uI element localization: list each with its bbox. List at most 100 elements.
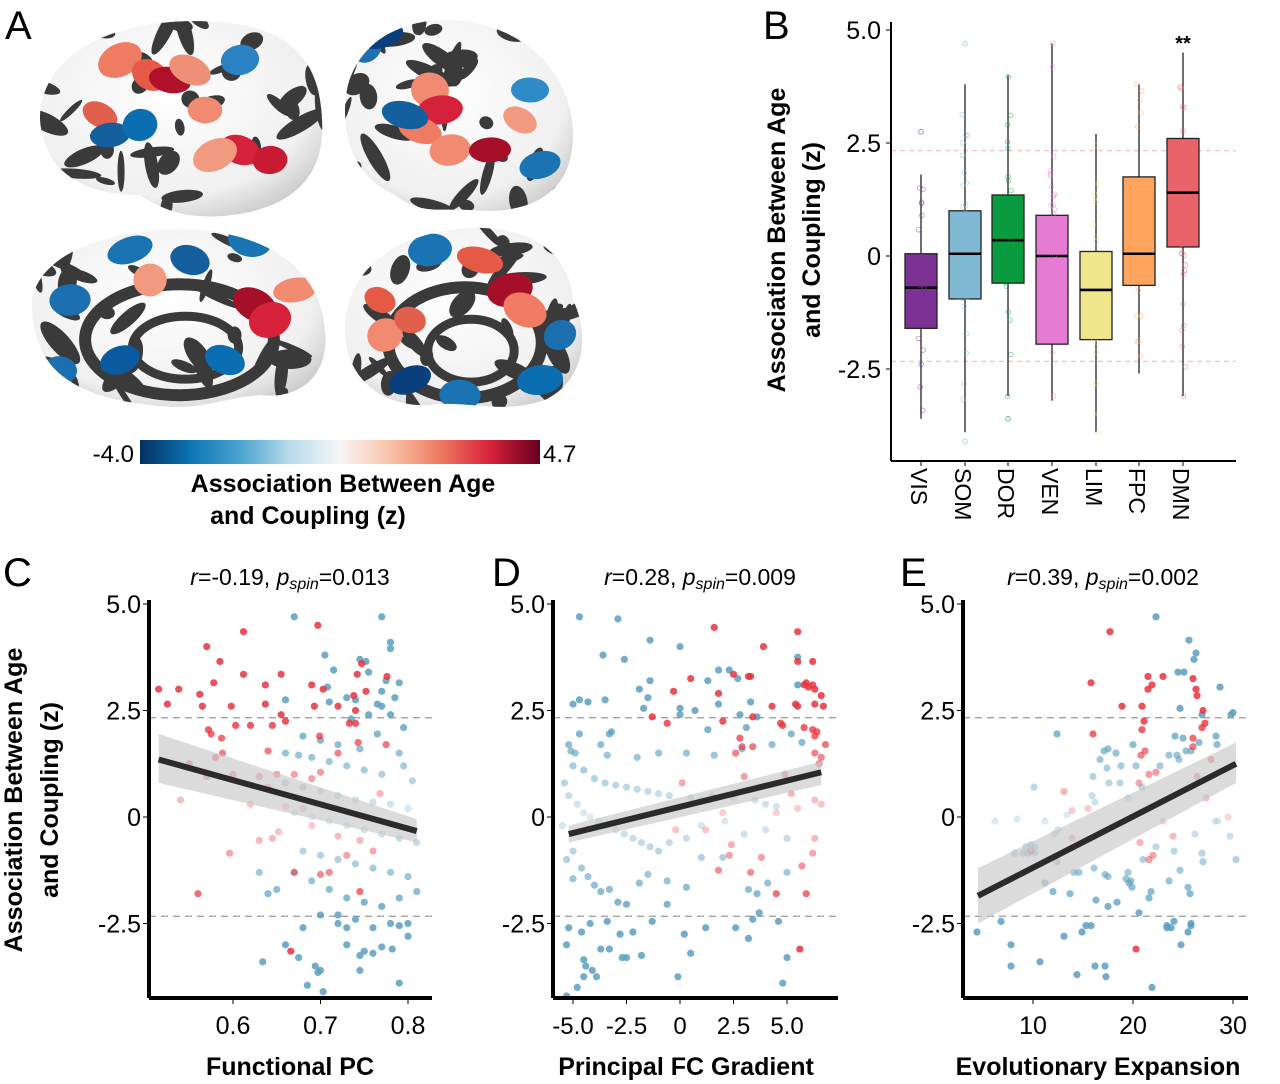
sulcus [359, 83, 378, 110]
data-point [1052, 191, 1058, 197]
data-point [710, 623, 718, 632]
data-point [920, 347, 926, 353]
data-point [714, 666, 723, 674]
data-point [560, 779, 569, 787]
data-point [584, 873, 592, 881]
data-point [1134, 277, 1140, 283]
data-point [569, 762, 577, 770]
data-point [800, 723, 808, 732]
title-p-value: =0.009 [725, 564, 796, 590]
data-point [740, 830, 748, 838]
data-point [562, 941, 571, 949]
colorbar: -4.0 4.7 Association Between Age and Cou… [93, 440, 576, 530]
sulcus [558, 293, 583, 321]
data-point [783, 868, 791, 876]
data-point [1008, 351, 1014, 358]
outlier-point [1005, 415, 1011, 422]
data-point [356, 836, 364, 845]
c-ylabel-line1: Association Between Age [0, 648, 28, 953]
data-point [1117, 762, 1125, 770]
sulcus [157, 150, 180, 175]
data-point [1144, 685, 1152, 693]
title-r-value: =0.28, [612, 564, 683, 590]
data-point [343, 694, 351, 702]
b-xtick-label: SOM [950, 468, 976, 520]
data-point [569, 875, 577, 883]
data-point [1047, 220, 1053, 227]
xtick-label: 10 [1019, 1012, 1047, 1040]
title-p: p [682, 564, 696, 590]
data-point [963, 331, 969, 337]
data-point [620, 830, 628, 838]
data-point [1051, 236, 1057, 243]
data-point [350, 691, 358, 700]
panel-title: r=0.28, pspin=0.009 [604, 564, 796, 593]
data-point [669, 687, 678, 695]
data-point [1007, 242, 1013, 248]
data-point [325, 868, 333, 876]
data-point [772, 809, 780, 817]
outlier-point [918, 128, 924, 135]
data-point [369, 924, 377, 932]
data-point [1198, 723, 1206, 732]
data-point [687, 674, 695, 683]
boxplot-panel-b: Association Between Age and Coupling (z)… [763, 17, 1236, 520]
title-r: r [190, 564, 199, 590]
parcel-patch [187, 96, 223, 124]
data-point [1002, 217, 1009, 224]
data-point [809, 657, 817, 666]
sulcus [59, 99, 83, 122]
sulcus [151, 21, 180, 55]
sulcus [171, 359, 197, 374]
data-point [1105, 779, 1113, 787]
data-point [719, 809, 727, 817]
data-point [787, 730, 795, 738]
data-point [573, 983, 581, 992]
data-point [811, 700, 819, 708]
data-point [1135, 124, 1141, 130]
regression-line [976, 761, 1238, 899]
data-point [918, 361, 924, 368]
b-xtick-label: LIM [1081, 468, 1107, 506]
xtick-label: -2.5 [606, 1013, 647, 1040]
data-point [1096, 213, 1102, 219]
data-point [1052, 291, 1058, 297]
data-point [697, 821, 706, 830]
outlier-point [962, 40, 968, 47]
data-point [1182, 747, 1190, 755]
data-point [408, 777, 416, 785]
data-point [702, 924, 710, 932]
data-point [744, 934, 753, 943]
data-point [640, 704, 648, 712]
data-point [959, 111, 965, 118]
data-point [676, 711, 684, 719]
data-point [343, 851, 351, 859]
data-point [1088, 792, 1096, 800]
data-point [1135, 200, 1141, 207]
data-point [196, 690, 204, 698]
data-point [1008, 187, 1014, 194]
parcel-patch [169, 54, 211, 86]
data-point [1048, 282, 1054, 289]
data-point [391, 694, 399, 702]
data-point [1036, 958, 1044, 966]
data-point [672, 826, 680, 834]
data-point [622, 953, 631, 962]
data-point [918, 200, 925, 207]
data-point [316, 911, 325, 919]
data-point [919, 276, 926, 283]
data-point [351, 706, 360, 715]
data-point [1167, 924, 1175, 932]
data-point [1091, 962, 1099, 970]
data-point [962, 229, 968, 235]
data-point [1046, 217, 1052, 223]
ytick-label: 2.5 [920, 698, 955, 726]
data-point [1082, 922, 1090, 930]
data-point [1063, 811, 1071, 819]
data-point [1095, 252, 1101, 259]
data-point [1145, 894, 1153, 902]
data-point [316, 732, 324, 740]
data-point [655, 789, 663, 798]
data-point [239, 670, 248, 678]
data-point [308, 753, 316, 761]
